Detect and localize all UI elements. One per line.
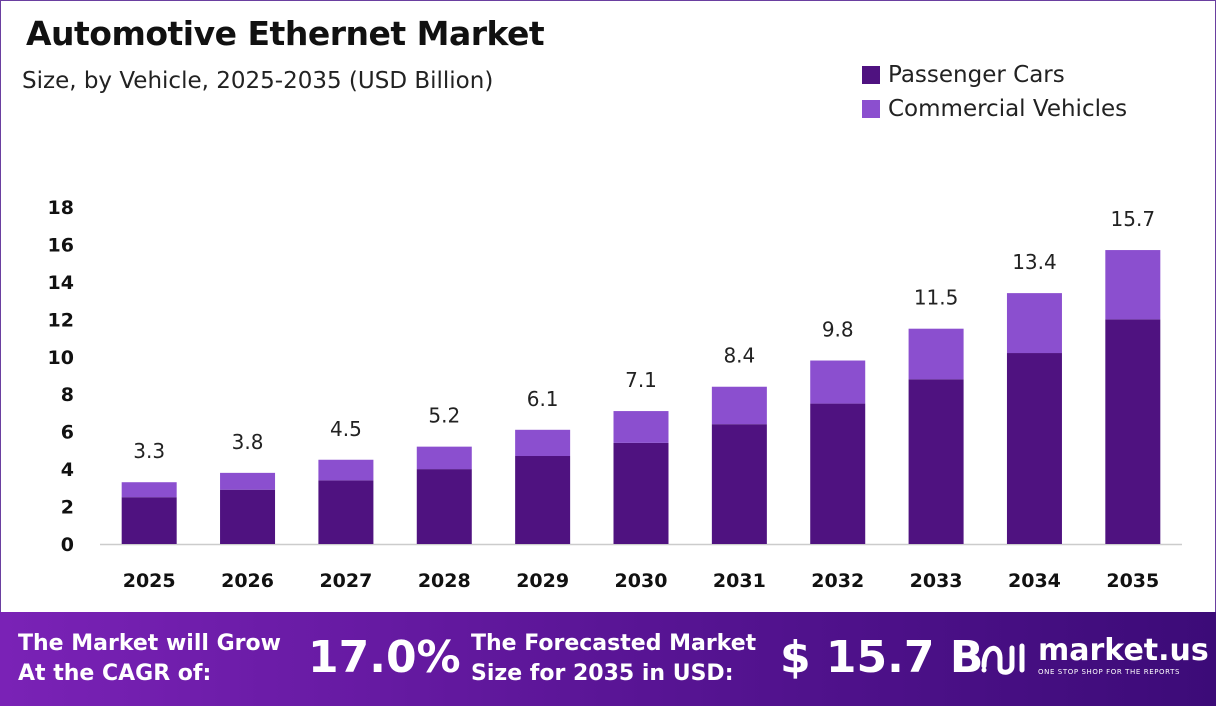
bar-total-label: 4.5 [330, 417, 362, 441]
bar-segment-commercial-vehicles [220, 472, 276, 490]
x-tick-label: 2031 [713, 570, 766, 592]
bar-segment-commercial-vehicles [121, 482, 177, 498]
bar-segment-passenger-cars [318, 480, 374, 544]
bar-segment-passenger-cars [711, 424, 767, 544]
legend-swatch-passenger-cars [862, 66, 880, 84]
forecast-label: The Forecasted Market Size for 2035 in U… [471, 629, 756, 689]
y-tick-label: 12 [48, 309, 74, 331]
bar-segment-passenger-cars [908, 379, 964, 544]
bar-total-label: 7.1 [625, 368, 657, 392]
bar-total-label: 11.5 [914, 286, 959, 310]
y-tick-label: 8 [61, 384, 74, 406]
x-tick-label: 2025 [123, 570, 176, 592]
y-tick-label: 16 [48, 234, 74, 256]
bar-chart: 0 2 4 6 8 10 12 14 16 18 3.3 2025 3.8 2026 4.5 2027 5.2 2… [48, 197, 1182, 592]
bar-segment-passenger-cars [416, 469, 472, 544]
x-tick-label: 2032 [811, 570, 864, 592]
bar-segment-commercial-vehicles [613, 411, 669, 443]
y-tick-label: 14 [48, 272, 74, 294]
chart-subtitle: Size, by Vehicle, 2025-2035 (USD Billion… [22, 68, 494, 94]
bar-segment-commercial-vehicles [711, 386, 767, 425]
y-tick-label: 4 [61, 459, 74, 481]
x-tick-label: 2029 [516, 570, 569, 592]
legend: Passenger Cars Commercial Vehicles [862, 58, 1127, 126]
bar-segment-commercial-vehicles [810, 360, 866, 404]
forecast-label-line1: The Forecasted Market [471, 631, 757, 656]
y-tick-label: 10 [48, 347, 74, 369]
x-tick-label: 2033 [910, 570, 963, 592]
legend-label-commercial-vehicles: Commercial Vehicles [888, 96, 1128, 122]
bar-segment-commercial-vehicles [515, 429, 571, 457]
bar-segment-commercial-vehicles [908, 328, 964, 380]
bar-segment-passenger-cars [220, 489, 276, 544]
bar-segment-commercial-vehicles [318, 459, 374, 481]
legend-item-passenger-cars: Passenger Cars [862, 58, 1127, 92]
brand-tagline: ONE STOP SHOP FOR THE REPORTS [1038, 668, 1181, 676]
bar-segment-commercial-vehicles [1006, 293, 1062, 354]
cagr-value: 17.0% [308, 632, 461, 683]
bar-total-label: 15.7 [1111, 207, 1156, 231]
legend-item-commercial-vehicles: Commercial Vehicles [862, 92, 1127, 126]
bar-total-label: 13.4 [1012, 250, 1057, 274]
footer-banner: The Market will Grow At the CAGR of: 17.… [0, 612, 1216, 706]
x-tick-label: 2026 [221, 570, 274, 592]
x-tick-label: 2027 [319, 570, 372, 592]
x-tick-label: 2035 [1106, 570, 1159, 592]
cagr-label-line2: At the CAGR of: [18, 661, 212, 686]
y-tick-label: 0 [61, 534, 74, 556]
bar-total-label: 5.2 [428, 404, 460, 428]
bar-segment-passenger-cars [613, 442, 669, 544]
bar-segment-passenger-cars [1006, 353, 1062, 544]
chart-title: Automotive Ethernet Market [26, 14, 545, 53]
y-tick-label: 6 [61, 422, 74, 444]
bar-total-label: 9.8 [822, 318, 854, 342]
bar-total-label: 3.3 [133, 439, 165, 463]
bar-segment-passenger-cars [810, 403, 866, 544]
bar-segment-commercial-vehicles [416, 446, 472, 470]
forecast-value: $ 15.7 B [780, 632, 984, 683]
y-tick-label: 2 [61, 497, 74, 519]
legend-swatch-commercial-vehicles [862, 100, 880, 118]
bar-total-label: 8.4 [723, 344, 755, 368]
market-us-logo-icon [981, 643, 1025, 675]
x-tick-label: 2030 [615, 570, 668, 592]
x-tick-label: 2028 [418, 570, 471, 592]
x-tick-label: 2034 [1008, 570, 1061, 592]
bar-total-label: 3.8 [232, 430, 264, 454]
bar-total-label: 6.1 [527, 387, 559, 411]
forecast-label-line2: Size for 2035 in USD: [471, 661, 734, 686]
brand-name: market.us [1038, 633, 1209, 668]
bar-segment-passenger-cars [515, 456, 571, 544]
y-tick-label: 18 [48, 197, 74, 219]
legend-label-passenger-cars: Passenger Cars [888, 62, 1065, 88]
bar-segment-commercial-vehicles [1105, 250, 1161, 320]
brand-logo[interactable]: market.us ONE STOP SHOP FOR THE REPORTS [980, 636, 1209, 676]
cagr-label: The Market will Grow At the CAGR of: [18, 629, 281, 689]
bar-segment-passenger-cars [1105, 319, 1161, 544]
bar-segment-passenger-cars [121, 497, 177, 544]
cagr-label-line1: The Market will Grow [18, 631, 281, 656]
